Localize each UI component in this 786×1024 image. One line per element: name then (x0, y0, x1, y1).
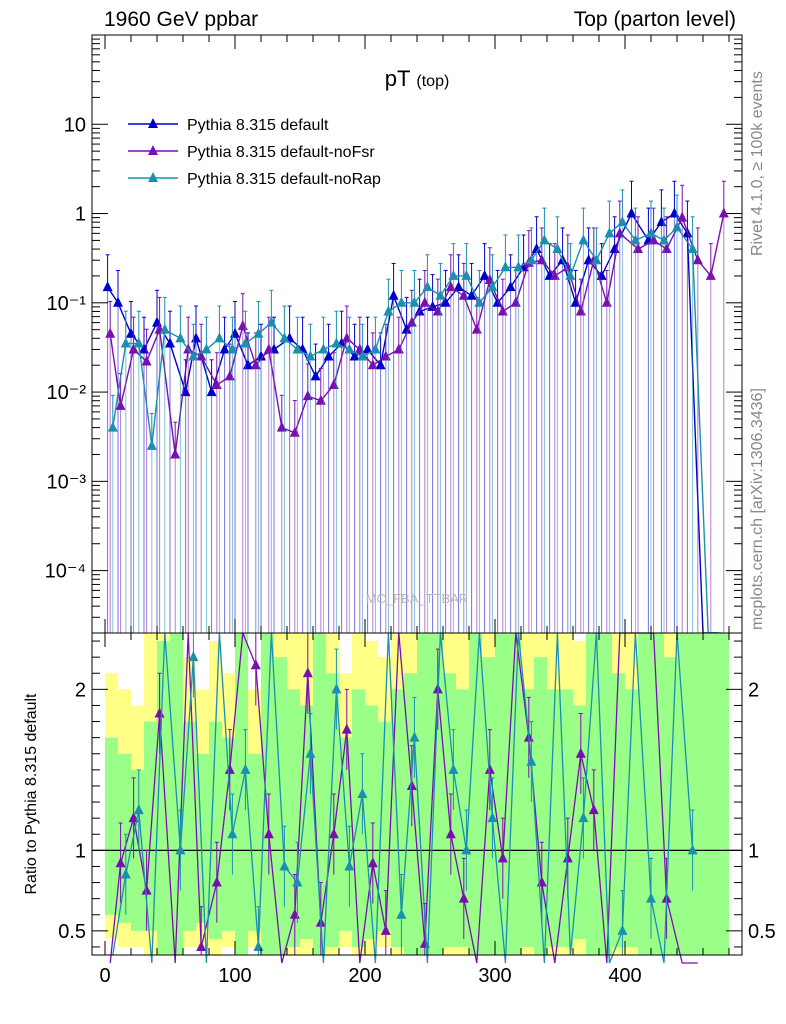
band-green (456, 689, 469, 947)
figure: 10⁻⁴10⁻³10⁻²10⁻¹110 pT (top) MC_FBA_TTBAR… (0, 0, 786, 1024)
ratio-y-tick-label-right: 1 (748, 840, 759, 862)
band-green (716, 633, 729, 955)
ratio-y-tick-label: 0.5 (58, 921, 86, 943)
band-green (183, 722, 196, 931)
band-green (703, 633, 716, 955)
band-green (339, 738, 352, 931)
band-green (508, 633, 521, 955)
x-tick-label: 200 (348, 965, 381, 987)
ratio-y-tick-label-right: 2 (748, 679, 759, 701)
band-green (287, 689, 300, 947)
band-green (443, 673, 456, 947)
legend-label: Pythia 8.315 default-noFsr (187, 144, 375, 161)
y-tick-label: 10⁻⁴ (45, 561, 86, 583)
y-tick-label: 10⁻³ (47, 471, 87, 493)
band-green (118, 754, 131, 923)
ratio-y-tick-label: 1 (75, 840, 86, 862)
band-green (417, 633, 430, 955)
top-panel: 10⁻⁴ 10⁻³ 10⁻² 10⁻¹ 1 10 pT (top) MC_FBA_TTBAR… (45, 35, 742, 633)
chart-title-sub: (top) (416, 73, 449, 90)
bottom-panel: 0.5 0.5 1 1 2 2 0 100 200 300 400 Ratio to Pythia … (23, 633, 776, 987)
watermark: MC_FBA_TTBAR (366, 591, 469, 606)
x-tick-label: 300 (478, 965, 511, 987)
y-tick-label: 10⁻¹ (47, 293, 87, 315)
legend-label: Pythia 8.315 default (187, 117, 329, 134)
legend-label: Pythia 8.315 default-noRap (187, 171, 381, 188)
band-green (248, 754, 261, 931)
band-green (599, 633, 612, 955)
band-green (157, 641, 170, 955)
y-tick-label: 10⁻² (47, 382, 87, 404)
chart-title-main: pT (385, 66, 411, 91)
y-tick-label: 10 (64, 114, 86, 136)
ratio-y-tick-label: 2 (75, 679, 86, 701)
ratio-y-tick-label-right: 0.5 (748, 921, 776, 943)
x-tick-label: 400 (608, 965, 641, 987)
ratio-y-axis-label: Ratio to Pythia 8.315 default (23, 693, 40, 895)
band-green (235, 633, 248, 955)
band-green (690, 633, 703, 955)
y-tick-label: 1 (75, 204, 86, 226)
band-green (105, 738, 118, 915)
x-tick-label: 0 (99, 965, 110, 987)
x-tick-label: 100 (218, 965, 251, 987)
